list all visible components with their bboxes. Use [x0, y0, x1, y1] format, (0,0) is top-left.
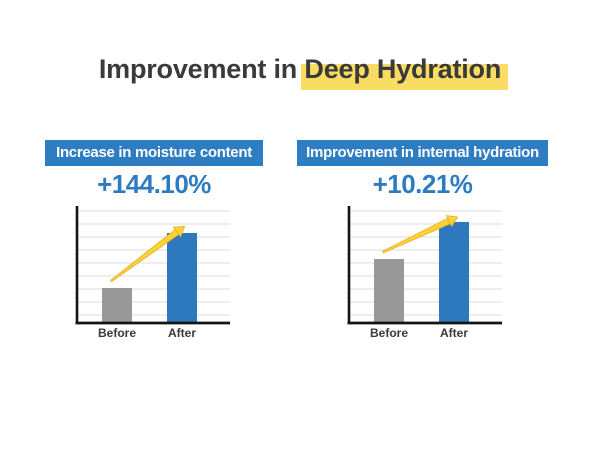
- internal-hydration-panel: Improvement in internal hydration +10.21…: [297, 140, 548, 340]
- bar-chart-canvas: Before After: [347, 206, 502, 340]
- internal-hydration-banner: Improvement in internal hydration: [297, 140, 548, 166]
- category-label-before: Before: [98, 326, 136, 340]
- category-label-after: After: [168, 326, 196, 340]
- increase-arrow-head-icon: [446, 215, 458, 227]
- moisture-banner: Increase in moisture content: [45, 140, 263, 166]
- bar-before: [374, 259, 404, 323]
- increase-arrow-head-icon: [173, 225, 185, 238]
- moisture-panel: Increase in moisture content +144.10% Be…: [45, 140, 263, 340]
- page-title: Improvement in Deep Hydration: [0, 54, 600, 90]
- internal-hydration-percent-value: +10.21%: [372, 169, 473, 199]
- bar-after: [167, 233, 197, 323]
- moisture-percent-value: +144.10%: [97, 169, 211, 199]
- category-label-after: After: [440, 326, 468, 340]
- bar-chart-canvas: Before After: [75, 206, 230, 340]
- category-label-before: Before: [370, 326, 408, 340]
- bar-after: [439, 222, 469, 323]
- bar-before: [102, 288, 132, 323]
- title-highlight: Deep Hydration: [301, 54, 508, 90]
- title-prefix: Improvement in: [98, 54, 298, 84]
- internal-hydration-bar-chart: Before After: [346, 205, 504, 345]
- moisture-bar-chart: Before After: [74, 205, 232, 345]
